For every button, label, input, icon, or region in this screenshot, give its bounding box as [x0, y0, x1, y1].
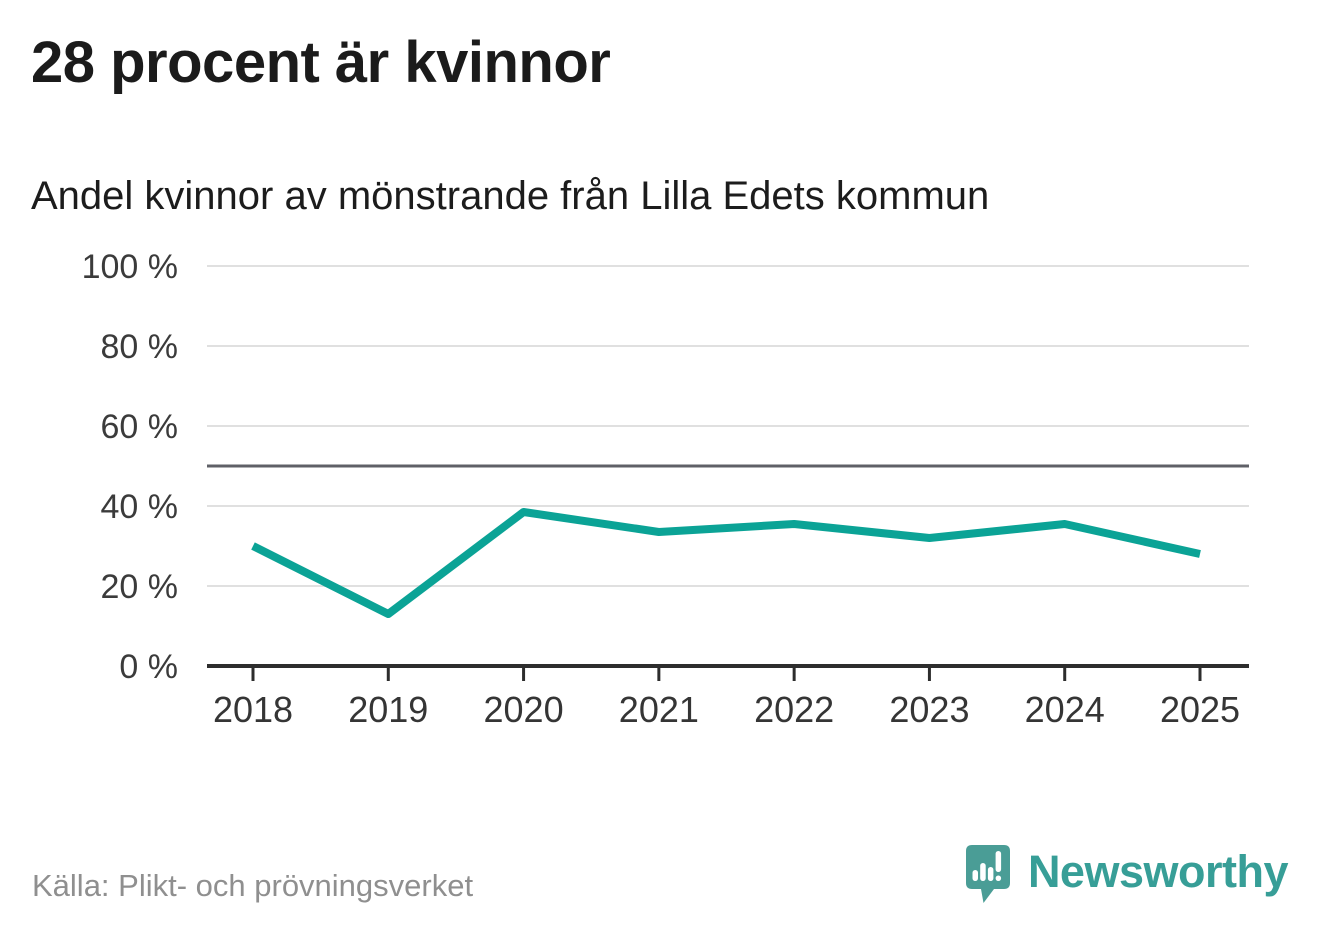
newsworthy-logo-icon [965, 845, 1010, 903]
x-tick-label: 2023 [889, 689, 969, 730]
y-tick-label: 60 % [101, 408, 179, 446]
x-tick-label: 2019 [348, 689, 428, 730]
logo-bar-tall [980, 863, 986, 881]
x-tick-label: 2020 [484, 689, 564, 730]
chart-subtitle: Andel kvinnor av mönstrande från Lilla E… [31, 174, 990, 218]
y-tick-label: 40 % [101, 488, 179, 526]
chart-title: 28 procent är kvinnor [31, 30, 611, 95]
y-tick-label: 0 % [119, 648, 178, 686]
data-line-andel-kvinnor [251, 508, 1201, 618]
x-tick-label: 2025 [1160, 689, 1240, 730]
source-note: Källa: Plikt- och prövningsverket [32, 868, 474, 903]
y-tick-label: 80 % [101, 328, 179, 366]
x-tick-label: 2024 [1025, 689, 1105, 730]
logo-bar-short [972, 870, 978, 881]
x-tick-label: 2018 [213, 689, 293, 730]
y-tick-label: 100 % [82, 248, 178, 286]
logo-bar-medium [987, 867, 994, 881]
newsworthy-logo: Newsworthy [964, 841, 1289, 907]
logo-exclamation-bar [995, 851, 1002, 872]
newsworthy-logo-text: Newsworthy [1027, 845, 1289, 897]
x-tick-label: 2022 [754, 689, 834, 730]
y-tick-label: 20 % [101, 568, 179, 606]
logo-exclamation-dot [995, 875, 1002, 881]
x-tick-label: 2021 [619, 689, 699, 730]
